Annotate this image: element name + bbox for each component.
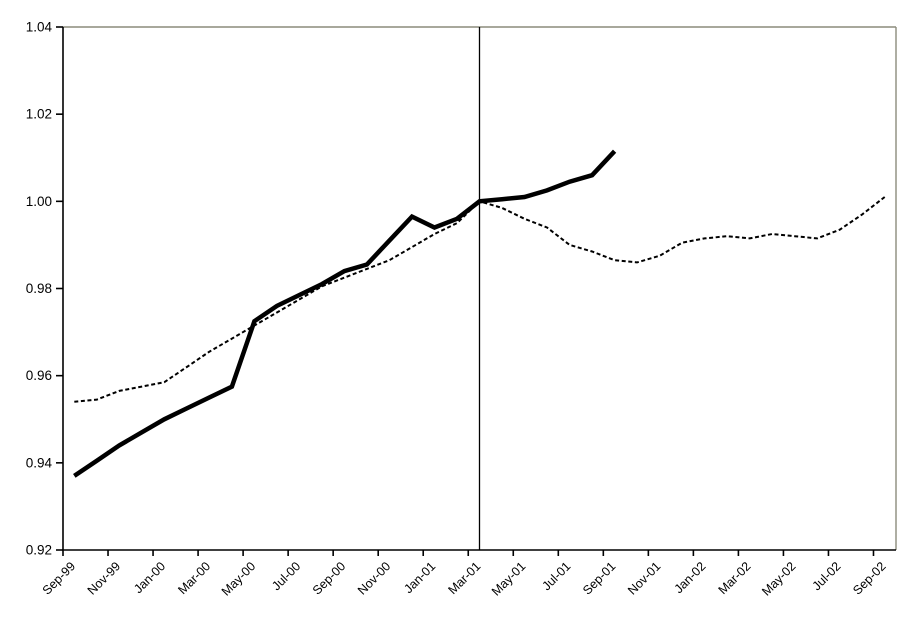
x-axis-tick-label: Mar-02 [716,559,754,597]
x-axis-tick-label: Sep-01 [580,559,618,597]
series-dashed-line [74,196,886,403]
x-axis-tick-label: Nov-01 [625,559,663,597]
y-axis-tick-label: 1.04 [26,20,53,35]
y-axis-tick-label: 1.00 [26,194,52,209]
x-axis-tick-label: Jan-01 [401,559,438,596]
y-axis-tick-label: 0.98 [26,281,52,296]
x-axis-tick-label: Nov-00 [355,559,393,597]
x-axis-tick-label: Mar-00 [175,559,213,597]
x-axis-tick-label: Sep-02 [850,559,888,597]
x-axis-tick-label: May-00 [219,559,258,598]
x-axis-tick-label: May-02 [759,559,798,598]
x-axis-tick-label: Jan-02 [672,559,709,596]
y-axis-tick-label: 0.96 [26,368,52,383]
x-axis-tick-label: Nov-99 [85,559,123,597]
x-axis-tick-label: Mar-01 [445,559,483,597]
x-axis-tick-label: May-01 [489,559,528,598]
x-axis-tick-label: Jul-02 [810,559,844,593]
x-axis-tick-label: Sep-99 [40,559,78,597]
y-axis-tick-label: 0.92 [26,543,52,558]
series-solid-thick-line [73,149,617,478]
x-axis-tick-label: Jan-00 [131,559,168,596]
y-axis-tick-label: 1.02 [26,107,52,122]
x-axis-tick-label: Sep-00 [310,559,348,597]
y-axis-tick-label: 0.94 [26,455,53,470]
x-axis-tick-label: Jul-01 [539,559,573,593]
x-axis-tick-label: Jul-00 [269,559,303,593]
